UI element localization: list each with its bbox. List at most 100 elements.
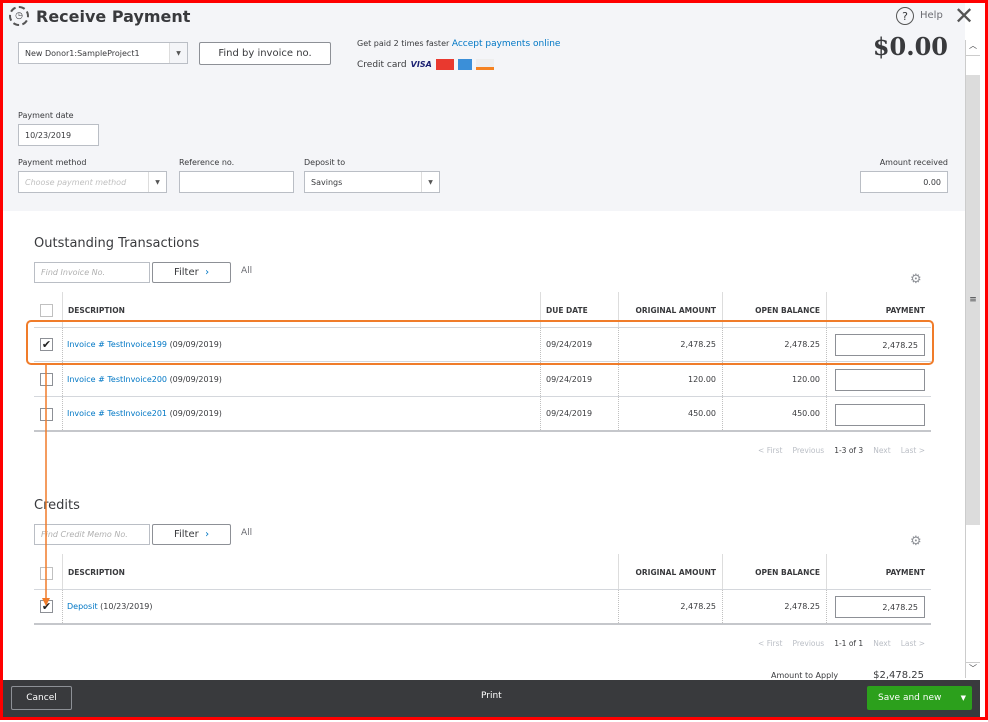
pager-first[interactable]: < First (758, 446, 783, 455)
column-header-open-balance[interactable]: OPEN BALANCE (755, 567, 820, 577)
payment-input[interactable]: 2,478.25 (835, 334, 925, 356)
help-icon[interactable]: ? (896, 7, 914, 25)
column-header-open-balance[interactable]: OPEN BALANCE (755, 305, 820, 315)
open-balance: 450.00 (792, 409, 820, 418)
open-balance: 2,478.25 (784, 340, 820, 349)
customer-select[interactable]: New Donor1:SampleProject1 ▼ (18, 42, 188, 64)
scrollbar[interactable]: ︿ ≡ ﹀ (965, 40, 980, 678)
chevron-down-icon[interactable]: ▼ (169, 43, 187, 63)
amex-icon (457, 59, 472, 70)
help-link[interactable]: Help (920, 10, 943, 21)
payment-method-label: Payment method (18, 158, 87, 167)
outstanding-title: Outstanding Transactions (34, 236, 200, 251)
deposit-to-select[interactable]: Savings ▼ (304, 171, 440, 193)
footer-bar: Cancel Print Save and new ▼ (3, 680, 980, 717)
pager-range: 1-3 of 3 (834, 446, 864, 455)
find-by-invoice-button[interactable]: Find by invoice no. (199, 42, 331, 65)
chevron-down-icon[interactable]: ▼ (148, 172, 166, 192)
reference-input[interactable] (179, 171, 294, 193)
open-balance: 2,478.25 (784, 602, 820, 611)
amount-to-apply-label: Amount to Apply (771, 671, 839, 680)
table-row: ✔ Deposit (10/23/2019) 2,478.25 2,478.25… (34, 590, 931, 625)
pager-last[interactable]: Last > (900, 639, 925, 648)
scroll-up-icon[interactable]: ︿ (966, 40, 980, 56)
close-icon[interactable]: ✕ (954, 2, 975, 30)
column-header-original-amount[interactable]: ORIGINAL AMOUNT (635, 567, 717, 577)
column-header-payment[interactable]: PAYMENT (885, 567, 925, 577)
original-amount: 2,478.25 (680, 602, 716, 611)
pager-last[interactable]: Last > (900, 446, 925, 455)
column-header-payment[interactable]: PAYMENT (885, 305, 925, 315)
reference-label: Reference no. (179, 158, 235, 167)
payment-method-select[interactable]: Choose payment method ▼ (18, 171, 167, 193)
original-amount: 2,478.25 (680, 340, 716, 349)
promo-text: Get paid 2 times faster Accept payments … (357, 39, 561, 49)
pager-first[interactable]: < First (758, 639, 783, 648)
page-title: Receive Payment (36, 7, 191, 26)
gear-icon[interactable]: ⚙ (910, 272, 922, 287)
accept-payments-link[interactable]: Accept payments online (451, 39, 561, 49)
open-balance: 120.00 (792, 374, 820, 384)
payment-input[interactable] (835, 404, 925, 426)
column-header-due-date[interactable]: DUE DATE (546, 305, 588, 315)
annotation-arrow-head (42, 598, 50, 606)
gear-icon[interactable]: ⚙ (910, 534, 922, 549)
credits-filter-button[interactable]: Filter › (152, 524, 231, 545)
credits-header-row: DESCRIPTION ORIGINAL AMOUNT OPEN BALANCE… (34, 554, 931, 590)
outstanding-all-label: All (241, 266, 253, 276)
credits-pager: < First Previous 1-1 of 1 Next Last > (758, 639, 925, 648)
pager-next[interactable]: Next (873, 446, 891, 455)
visa-icon: VISA (410, 60, 432, 69)
annotation-highlight-box (26, 320, 934, 365)
due-date: 09/24/2019 (546, 374, 593, 384)
original-amount: 450.00 (688, 409, 716, 418)
due-date: 09/24/2019 (546, 409, 593, 418)
column-header-original-amount[interactable]: ORIGINAL AMOUNT (635, 305, 717, 315)
chevron-right-icon: › (205, 529, 210, 540)
column-header-description[interactable]: DESCRIPTION (68, 567, 125, 577)
outstanding-filter-button[interactable]: Filter › (152, 262, 231, 283)
history-icon[interactable]: ◷ (9, 6, 29, 26)
pager-previous[interactable]: Previous (792, 446, 825, 455)
chevron-down-icon[interactable]: ▼ (421, 172, 439, 192)
payment-date-label: Payment date (18, 111, 74, 120)
invoice-link[interactable]: Invoice # TestInvoice199 (67, 340, 168, 349)
pager-previous[interactable]: Previous (792, 639, 825, 648)
credit-card-row: Credit card VISA (357, 59, 494, 70)
payment-date-input[interactable]: 10/23/2019 (18, 124, 99, 146)
scroll-down-icon[interactable]: ﹀ (966, 662, 980, 678)
invoice-link[interactable]: Invoice # TestInvoice200 (67, 374, 168, 384)
deposit-to-label: Deposit to (304, 158, 346, 167)
original-amount: 120.00 (688, 374, 716, 384)
credits-all-label: All (241, 528, 253, 538)
outstanding-pager: < First Previous 1-3 of 3 Next Last > (758, 446, 925, 455)
outstanding-header-row: DESCRIPTION DUE DATE ORIGINAL AMOUNT OPE… (34, 292, 931, 328)
amount-to-apply-value: $2,478.25 (873, 670, 924, 681)
column-header-description[interactable]: DESCRIPTION (68, 305, 125, 315)
chevron-right-icon: › (205, 267, 210, 278)
row-checkbox[interactable]: ✔ (40, 338, 53, 351)
invoice-link[interactable]: Invoice # TestInvoice201 (67, 409, 168, 418)
find-invoice-input[interactable]: Find Invoice No. (34, 262, 150, 283)
cancel-button[interactable]: Cancel (11, 686, 72, 710)
amount-received-input[interactable]: 0.00 (860, 171, 948, 193)
payment-input[interactable] (835, 369, 925, 391)
amount-received-label: Amount received (879, 158, 948, 167)
pager-next[interactable]: Next (873, 639, 891, 648)
mastercard-icon (435, 59, 454, 70)
select-all-checkbox[interactable] (40, 304, 53, 317)
scrollbar-thumb[interactable]: ≡ (966, 75, 980, 525)
due-date: 09/24/2019 (546, 340, 593, 349)
print-button[interactable]: Print (481, 691, 502, 701)
amount-total: $0.00 (872, 32, 948, 61)
table-row: ✔ Invoice # TestInvoice199 (09/09/2019) … (34, 328, 931, 362)
find-credit-memo-input[interactable]: Find Credit Memo No. (34, 524, 150, 545)
table-row: Invoice # TestInvoice200 (09/09/2019) 09… (34, 362, 931, 397)
chevron-down-icon[interactable]: ▼ (960, 694, 966, 702)
deposit-link[interactable]: Deposit (67, 602, 98, 611)
pager-range: 1-1 of 1 (834, 639, 864, 648)
save-and-new-button[interactable]: Save and new ▼ (867, 686, 972, 710)
payment-input[interactable]: 2,478.25 (835, 596, 925, 618)
discover-icon (475, 59, 494, 70)
